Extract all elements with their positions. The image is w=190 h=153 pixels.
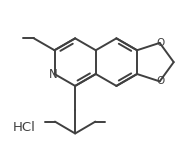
Text: O: O <box>157 76 165 86</box>
Text: HCl: HCl <box>13 121 36 134</box>
Text: N: N <box>49 67 58 80</box>
Text: O: O <box>157 38 165 48</box>
